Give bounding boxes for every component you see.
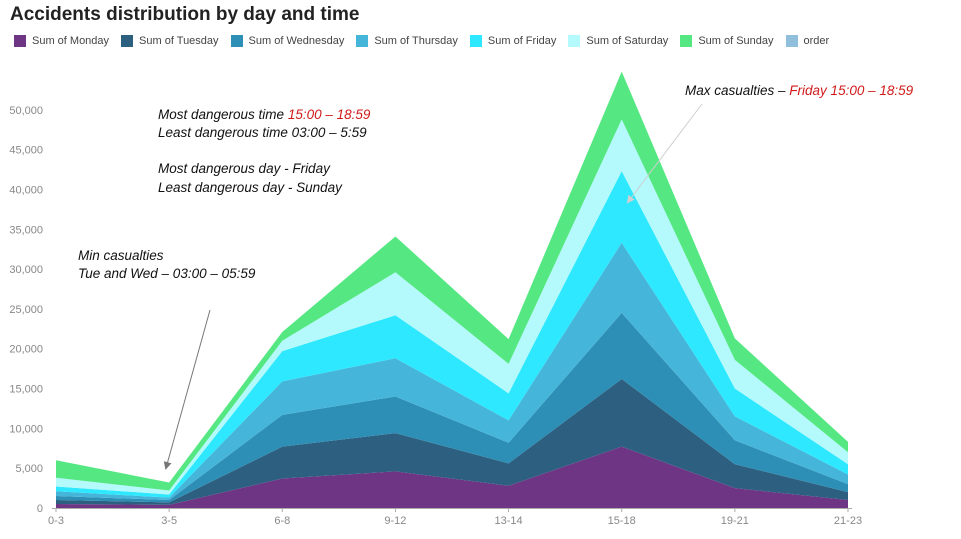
- x-tick-label: 6-8: [274, 515, 290, 527]
- annotation-min-detail: Tue and Wed – 03:00 – 05:59: [78, 266, 256, 281]
- legend-swatch: [14, 35, 26, 47]
- x-tick-label: 3-5: [161, 515, 177, 527]
- x-tick-label: 21-23: [834, 515, 862, 527]
- legend-swatch: [230, 35, 243, 47]
- annotation-danger-time-prefix: Most dangerous time: [158, 107, 288, 122]
- legend: Sum of Monday Sum of Tuesday Sum of Wednes…: [14, 35, 841, 47]
- annotation-danger-day: Most dangerous day - Friday: [158, 161, 330, 176]
- y-tick-label: 5,000: [15, 463, 43, 475]
- legend-label: Sum of Monday: [32, 35, 110, 47]
- x-tick-label: 13-14: [495, 515, 523, 527]
- annotation-danger-time-value: 15:00 – 18:59: [287, 107, 371, 122]
- legend-swatch: [785, 35, 798, 47]
- annotation-least-time: Least dangerous time 03:00 – 5:59: [158, 125, 367, 140]
- legend-swatch: [680, 35, 693, 47]
- legend-swatch: [356, 35, 369, 47]
- area-series-2: [56, 312, 848, 503]
- y-tick-label: 30,000: [9, 264, 43, 276]
- legend-swatch: [568, 35, 581, 47]
- legend-swatch: [469, 35, 482, 47]
- legend-item: Sum of Monday: [14, 35, 109, 47]
- y-tick-label: 50,000: [9, 105, 43, 117]
- legend-swatch: [121, 35, 134, 47]
- x-tick-label: 15-18: [608, 515, 636, 527]
- y-tick-label: 0: [37, 503, 43, 515]
- annotation-danger-time: Most dangerous time 15:00 – 18:59: [158, 107, 370, 122]
- legend-label: Sum of Tuesday: [139, 35, 219, 47]
- annotation-arrow-min: [163, 309, 211, 470]
- legend-item: Sum of Friday: [469, 35, 557, 47]
- x-tick-label: 9-12: [384, 515, 406, 527]
- annotation-max: Max casualties – Friday 15:00 – 18:59: [685, 83, 913, 98]
- area-series-0: [56, 446, 848, 508]
- legend-label: Sum of Sunday: [698, 35, 774, 47]
- y-tick-label: 45,000: [9, 145, 43, 157]
- y-tick-label: 10,000: [9, 423, 43, 435]
- chart-title: Accidents distribution by day and time: [10, 4, 360, 25]
- legend-item: Sum of Tuesday: [121, 35, 219, 47]
- y-tick-label: 15,000: [9, 384, 43, 396]
- area-series-6: [56, 71, 848, 491]
- x-tick-label: 0-3: [48, 515, 64, 527]
- legend-item: order: [785, 35, 830, 47]
- area-series-3: [56, 242, 848, 501]
- y-tick-label: 20,000: [9, 344, 43, 356]
- legend-label: order: [803, 35, 830, 47]
- legend-label: Sum of Friday: [487, 35, 557, 47]
- legend-label: Sum of Thursday: [374, 35, 458, 47]
- annotation-max-prefix: Max casualties –: [685, 83, 790, 98]
- legend-label: Sum of Saturday: [586, 35, 669, 47]
- legend-item: Sum of Thursday: [356, 35, 458, 47]
- annotation-least-day: Least dangerous day - Sunday: [158, 180, 342, 195]
- y-tick-label: 40,000: [9, 184, 43, 196]
- annotation-min-title: Min casualties: [78, 248, 164, 263]
- x-tick-label: 19-21: [721, 515, 749, 527]
- area-series-1: [56, 378, 848, 505]
- y-tick-label: 25,000: [9, 304, 43, 316]
- area-series-4: [56, 171, 848, 498]
- legend-label: Sum of Wednesday: [248, 35, 345, 47]
- annotation-arrow-max: [626, 103, 703, 204]
- y-tick-label: 35,000: [9, 224, 43, 236]
- area-series-5: [56, 119, 848, 495]
- legend-item: Sum of Sunday: [680, 35, 774, 47]
- annotation-max-value: Friday 15:00 – 18:59: [789, 83, 914, 98]
- legend-item: Sum of Saturday: [568, 35, 668, 47]
- legend-item: Sum of Wednesday: [230, 35, 345, 47]
